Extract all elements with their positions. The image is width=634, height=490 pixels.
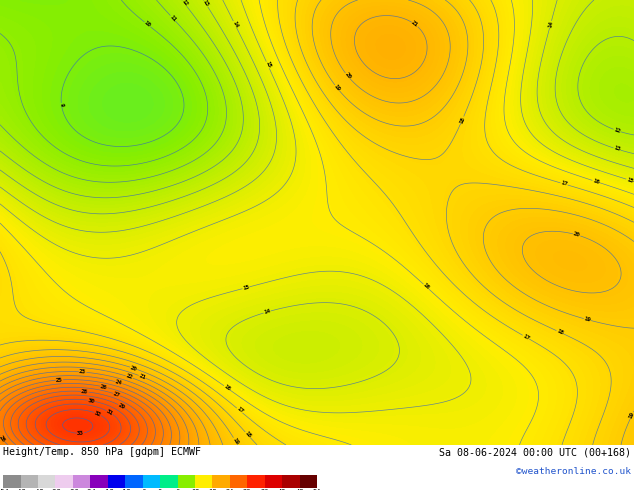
Bar xyxy=(56,475,73,488)
Text: 18: 18 xyxy=(208,489,217,490)
Text: 17: 17 xyxy=(522,333,530,341)
Bar xyxy=(143,475,160,488)
Bar xyxy=(299,475,317,488)
Text: -42: -42 xyxy=(32,489,44,490)
Bar xyxy=(230,475,247,488)
Text: 17: 17 xyxy=(560,180,568,187)
Text: 14: 14 xyxy=(263,309,271,316)
Text: 18: 18 xyxy=(458,116,466,124)
Text: 32: 32 xyxy=(93,410,101,417)
Text: -30: -30 xyxy=(67,489,79,490)
Text: Height/Temp. 850 hPa [gdpm] ECMWF: Height/Temp. 850 hPa [gdpm] ECMWF xyxy=(3,447,201,457)
Bar xyxy=(38,475,56,488)
Text: 19: 19 xyxy=(231,437,239,445)
Bar xyxy=(195,475,212,488)
Text: 31: 31 xyxy=(105,409,114,416)
Text: 12: 12 xyxy=(180,0,188,8)
Text: -18: -18 xyxy=(101,489,114,490)
Text: 24: 24 xyxy=(226,489,234,490)
Text: 26: 26 xyxy=(100,384,108,390)
Bar xyxy=(212,475,230,488)
Text: 21: 21 xyxy=(411,20,419,28)
Bar xyxy=(108,475,126,488)
Text: 13: 13 xyxy=(202,0,210,8)
Text: 15: 15 xyxy=(242,284,250,291)
Bar xyxy=(160,475,178,488)
Text: 14: 14 xyxy=(231,20,239,28)
Text: 15: 15 xyxy=(264,61,271,69)
Bar xyxy=(178,475,195,488)
Text: -48: -48 xyxy=(14,489,27,490)
Text: 20: 20 xyxy=(344,72,352,80)
Text: -54: -54 xyxy=(0,489,10,490)
Text: 20: 20 xyxy=(573,231,581,238)
Text: -6: -6 xyxy=(138,489,147,490)
Text: 16: 16 xyxy=(223,384,231,392)
Bar xyxy=(3,475,20,488)
Text: 16: 16 xyxy=(592,178,600,185)
Text: 6: 6 xyxy=(176,489,179,490)
Bar xyxy=(20,475,38,488)
Text: ©weatheronline.co.uk: ©weatheronline.co.uk xyxy=(516,466,631,476)
Text: 54: 54 xyxy=(313,489,321,490)
Text: 13: 13 xyxy=(613,146,621,152)
Text: 42: 42 xyxy=(278,489,287,490)
Text: 15: 15 xyxy=(626,177,634,184)
Text: 17: 17 xyxy=(235,406,244,415)
Text: 27: 27 xyxy=(112,391,120,398)
Text: 20: 20 xyxy=(129,365,138,372)
Text: -12: -12 xyxy=(119,489,132,490)
Text: 16: 16 xyxy=(422,282,430,291)
Text: 19: 19 xyxy=(333,84,341,92)
Text: 19: 19 xyxy=(583,316,592,323)
Text: 33: 33 xyxy=(77,431,84,436)
Text: 14: 14 xyxy=(547,21,554,28)
Text: 24: 24 xyxy=(115,379,123,386)
Bar xyxy=(73,475,90,488)
Bar xyxy=(265,475,282,488)
Bar xyxy=(126,475,143,488)
Text: Sa 08-06-2024 00:00 UTC (00+168): Sa 08-06-2024 00:00 UTC (00+168) xyxy=(439,447,631,457)
Text: 25: 25 xyxy=(56,377,63,383)
Text: 18: 18 xyxy=(243,431,252,439)
Text: 30: 30 xyxy=(87,398,95,404)
Text: 11: 11 xyxy=(169,14,177,23)
Text: -38: -38 xyxy=(49,489,62,490)
Text: 36: 36 xyxy=(261,489,269,490)
Bar xyxy=(282,475,299,488)
Text: 10: 10 xyxy=(143,20,152,28)
Text: 30: 30 xyxy=(243,489,252,490)
Text: -24: -24 xyxy=(84,489,97,490)
Text: 48: 48 xyxy=(295,489,304,490)
Bar xyxy=(247,475,265,488)
Text: 28: 28 xyxy=(81,389,89,394)
Text: 21: 21 xyxy=(138,373,146,380)
Text: 23: 23 xyxy=(79,369,86,375)
Text: 0: 0 xyxy=(158,489,162,490)
Text: 12: 12 xyxy=(613,127,621,134)
Text: 9: 9 xyxy=(59,103,64,107)
Bar xyxy=(91,475,108,488)
Text: 26: 26 xyxy=(0,435,6,443)
Text: 19: 19 xyxy=(628,411,634,419)
Text: 12: 12 xyxy=(191,489,199,490)
Text: 29: 29 xyxy=(117,402,126,410)
Text: 18: 18 xyxy=(555,328,564,336)
Text: 22: 22 xyxy=(126,373,133,381)
